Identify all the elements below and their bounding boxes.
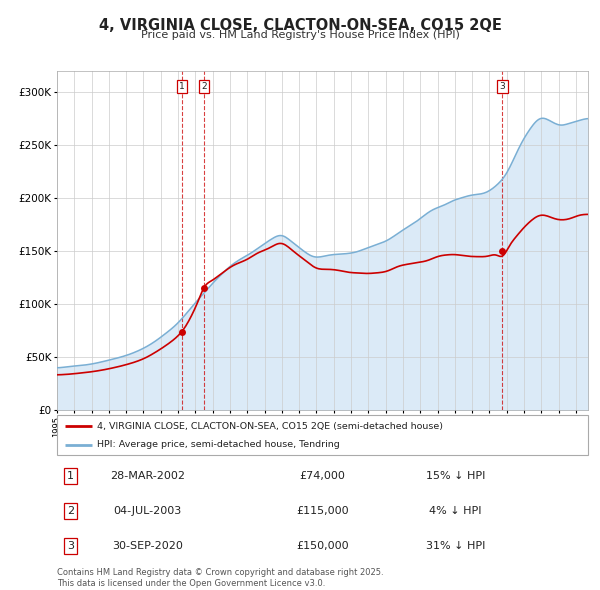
Text: 04-JUL-2003: 04-JUL-2003: [113, 506, 181, 516]
Text: Price paid vs. HM Land Registry's House Price Index (HPI): Price paid vs. HM Land Registry's House …: [140, 30, 460, 40]
Text: £115,000: £115,000: [296, 506, 349, 516]
Text: £74,000: £74,000: [299, 471, 346, 481]
Text: 4, VIRGINIA CLOSE, CLACTON-ON-SEA, CO15 2QE (semi-detached house): 4, VIRGINIA CLOSE, CLACTON-ON-SEA, CO15 …: [97, 422, 443, 431]
Text: 1: 1: [179, 82, 185, 91]
Text: £150,000: £150,000: [296, 541, 349, 551]
Text: 4% ↓ HPI: 4% ↓ HPI: [429, 506, 482, 516]
Text: 31% ↓ HPI: 31% ↓ HPI: [425, 541, 485, 551]
Text: 4, VIRGINIA CLOSE, CLACTON-ON-SEA, CO15 2QE: 4, VIRGINIA CLOSE, CLACTON-ON-SEA, CO15 …: [98, 18, 502, 32]
Text: 30-SEP-2020: 30-SEP-2020: [112, 541, 183, 551]
Text: 3: 3: [67, 541, 74, 551]
FancyBboxPatch shape: [57, 415, 588, 455]
Text: 15% ↓ HPI: 15% ↓ HPI: [425, 471, 485, 481]
Text: 3: 3: [500, 82, 505, 91]
Text: Contains HM Land Registry data © Crown copyright and database right 2025.
This d: Contains HM Land Registry data © Crown c…: [57, 568, 383, 588]
Text: HPI: Average price, semi-detached house, Tendring: HPI: Average price, semi-detached house,…: [97, 440, 340, 449]
Text: 1: 1: [67, 471, 74, 481]
Text: 2: 2: [67, 506, 74, 516]
Text: 2: 2: [201, 82, 207, 91]
Text: 28-MAR-2002: 28-MAR-2002: [110, 471, 185, 481]
